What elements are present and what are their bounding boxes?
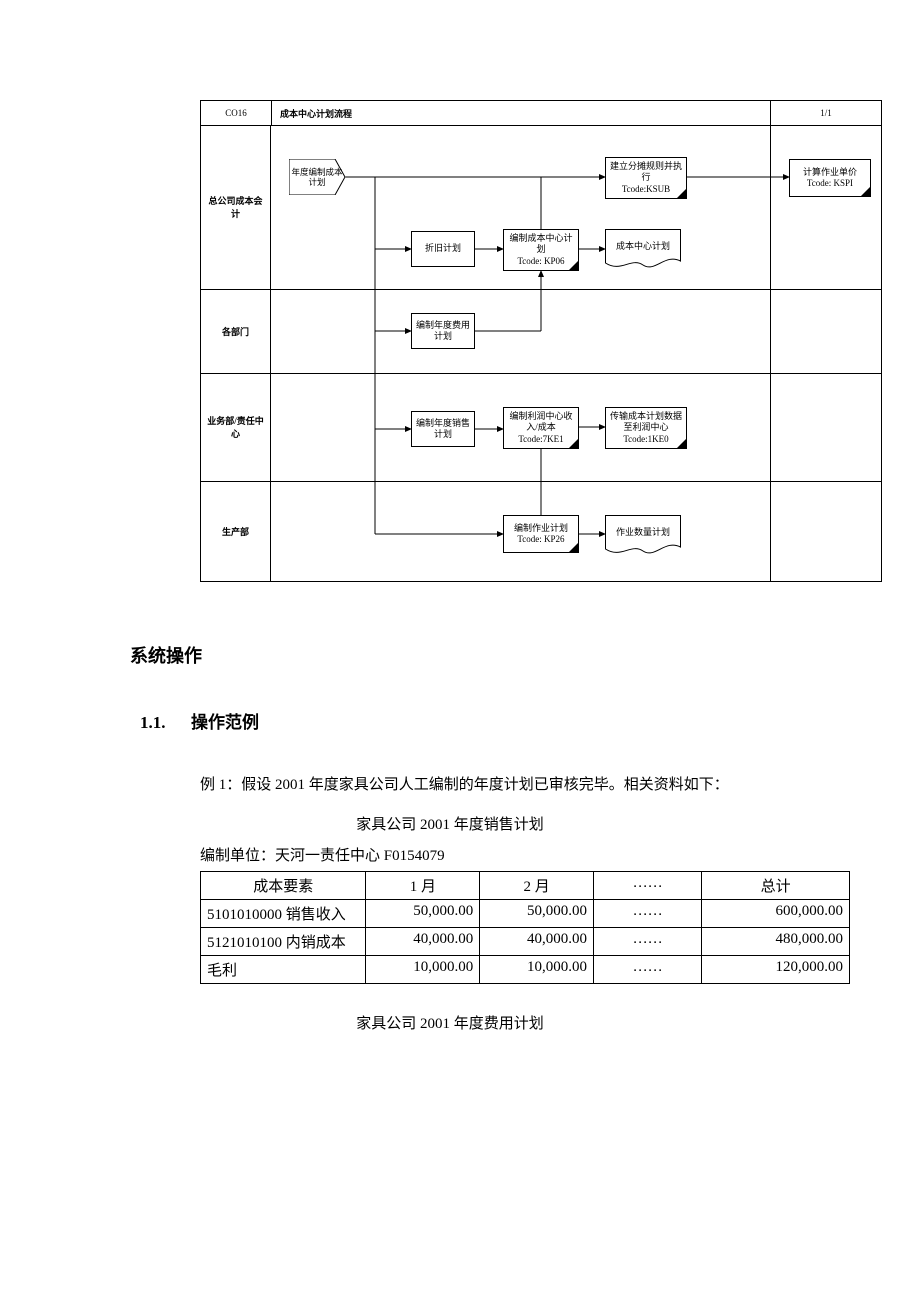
cell: 50,000.00: [366, 899, 480, 927]
th-2: 2 月: [480, 871, 594, 899]
cell: ……: [593, 955, 701, 983]
start-label: 年度编制成本计划: [289, 167, 345, 187]
sales-plan-table: 成本要素 1 月 2 月 …… 总计 5101010000 销售收入 50,00…: [200, 871, 850, 984]
cell: 5121010100 内销成本: [201, 927, 366, 955]
flowchart: CO16 成本中心计划流程 1/1 总公司成本会计 各部门 业务部/责任中心 生…: [200, 100, 882, 582]
table1-caption: 家具公司 2001 年度销售计划: [60, 813, 840, 834]
cell: 40,000.00: [480, 927, 594, 955]
cell: 600,000.00: [702, 899, 850, 927]
cell: 50,000.00: [480, 899, 594, 927]
table-row: 毛利 10,000.00 10,000.00 …… 120,000.00: [201, 955, 850, 983]
th-3: ……: [593, 871, 701, 899]
heading-title: 操作范例: [191, 713, 259, 732]
cell: 毛利: [201, 955, 366, 983]
cell: 120,000.00: [702, 955, 850, 983]
table2-caption: 家具公司 2001 年度费用计划: [60, 1012, 840, 1033]
table-header-row: 成本要素 1 月 2 月 …… 总计: [201, 871, 850, 899]
cell: ……: [593, 927, 701, 955]
cell: 40,000.00: [366, 927, 480, 955]
heading-example: 1.1. 操作范例: [140, 708, 860, 733]
table-row: 5121010100 内销成本 40,000.00 40,000.00 …… 4…: [201, 927, 850, 955]
cell: 10,000.00: [366, 955, 480, 983]
unit-line: 编制单位：天河一责任中心 F0154079: [200, 844, 860, 865]
cell: 480,000.00: [702, 927, 850, 955]
heading-num: 1.1.: [140, 713, 166, 732]
example-paragraph: 例 1：假设 2001 年度家具公司人工编制的年度计划已审核完毕。相关资料如下：: [200, 773, 800, 799]
table-row: 5101010000 销售收入 50,000.00 50,000.00 …… 6…: [201, 899, 850, 927]
th-4: 总计: [702, 871, 850, 899]
heading-system-operation: 系统操作: [130, 642, 860, 668]
cell: ……: [593, 899, 701, 927]
cell: 10,000.00: [480, 955, 594, 983]
th-1: 1 月: [366, 871, 480, 899]
th-0: 成本要素: [201, 871, 366, 899]
cell: 5101010000 销售收入: [201, 899, 366, 927]
